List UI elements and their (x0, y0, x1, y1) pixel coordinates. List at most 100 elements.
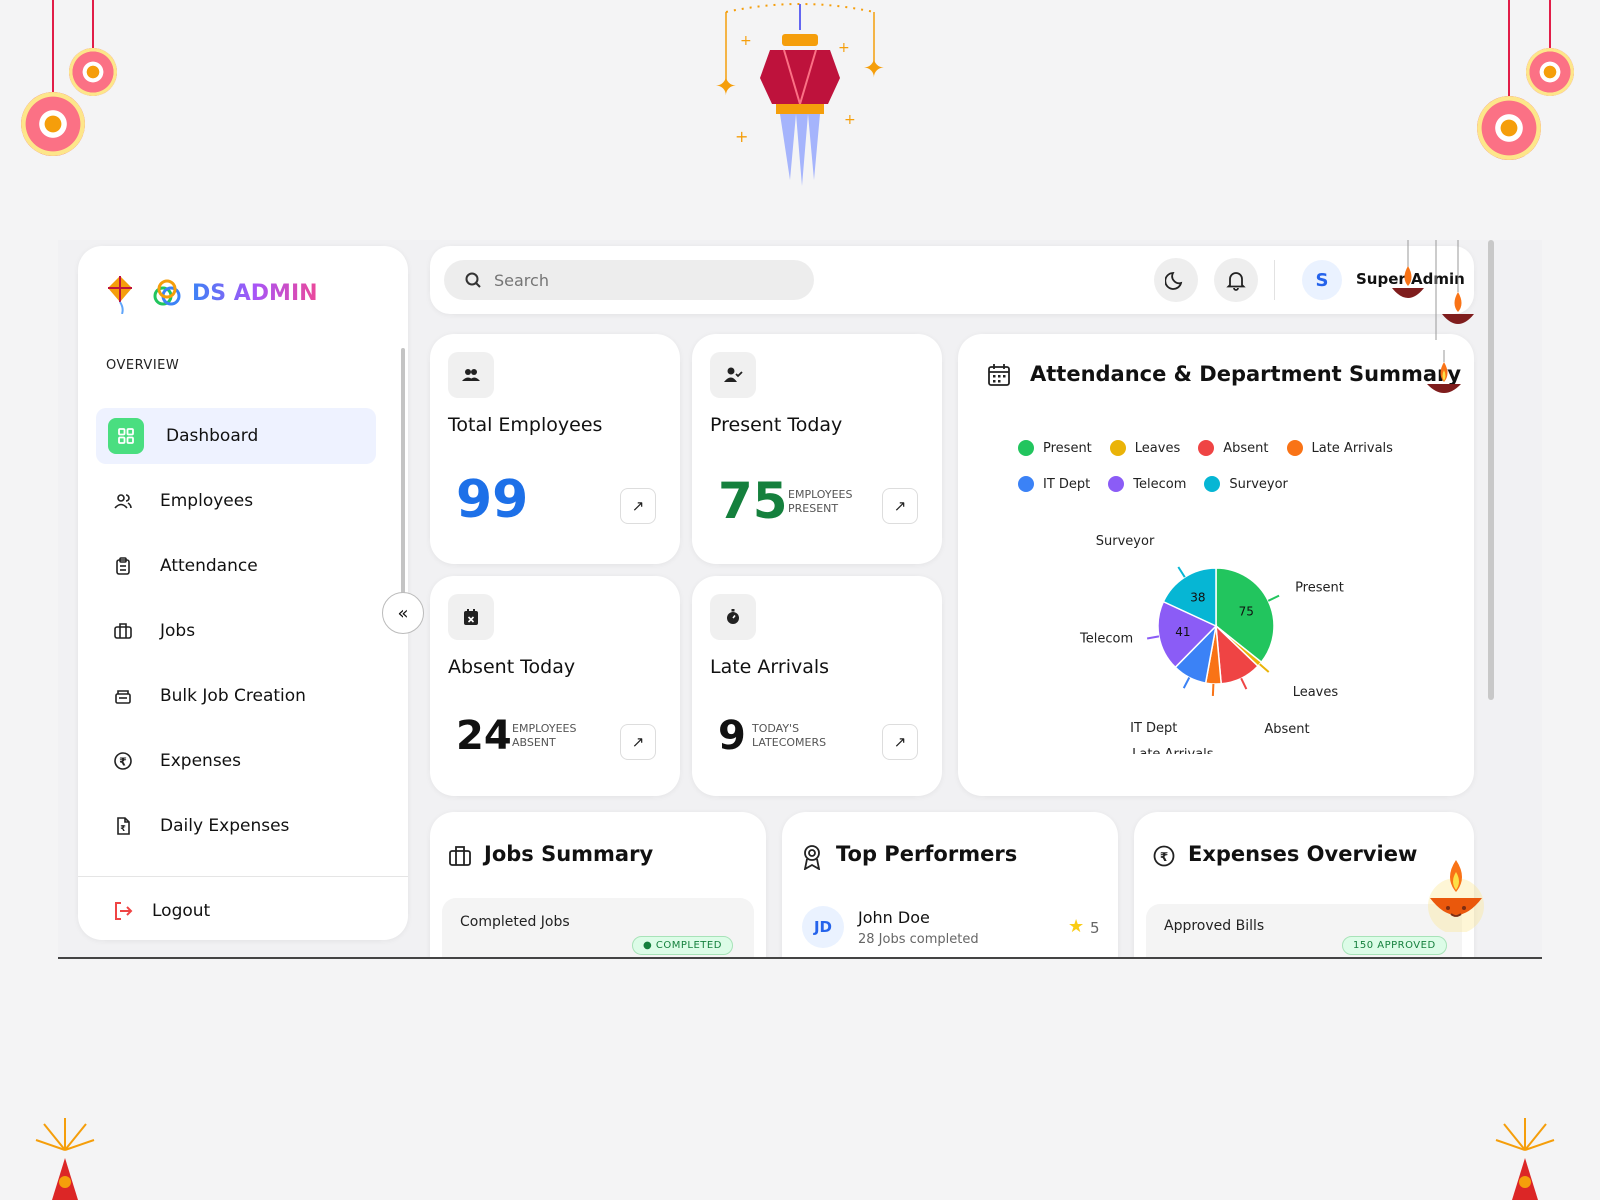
performer-name[interactable]: John Doe (858, 908, 930, 927)
open-present-today-button[interactable]: ↗ (882, 488, 918, 524)
sidebar-item-attendance[interactable]: Attendance (96, 538, 376, 594)
pie-leader-line (1211, 683, 1215, 696)
legend-item[interactable]: Absent (1198, 438, 1269, 458)
svg-text:₹: ₹ (120, 824, 126, 833)
legend-item[interactable]: Surveyor (1204, 474, 1288, 494)
sidebar-scrollbar[interactable] (400, 338, 406, 858)
svg-text:✦: ✦ (863, 54, 885, 84)
stat-value: 75 (718, 472, 788, 530)
collapse-sidebar-button[interactable]: « (382, 592, 424, 634)
sidebar-item-label: Attendance (160, 556, 258, 576)
pie-slice-label: Absent (1264, 722, 1309, 737)
pie-slice-label: Late Arrivals (1132, 747, 1214, 754)
brand[interactable]: DS ADMIN (100, 272, 318, 314)
sidebar: DS ADMIN OVERVIEW Dashboard Employees (78, 246, 408, 940)
sidebar-item-jobs[interactable]: Jobs (96, 603, 376, 659)
brand-name: DS ADMIN (192, 280, 318, 306)
sidebar-item-label: Expenses (160, 751, 241, 771)
stat-subtitle: TODAY'S LATECOMERS (752, 722, 827, 749)
expenses-overview-card: ₹ Expenses Overview Approved Bills 150 A… (1134, 812, 1484, 957)
bell-icon (1226, 272, 1246, 291)
arrow-up-right-icon: ↗ (631, 733, 645, 751)
sidebar-item-employees[interactable]: Employees (96, 473, 376, 529)
top-performers-title: Top Performers (836, 842, 1018, 866)
pie-leader-line (1177, 566, 1186, 578)
legend-swatch (1286, 440, 1303, 456)
pie-leader-line (1240, 677, 1248, 690)
stack-icon (108, 681, 138, 711)
top-bar: S Super Admin (430, 246, 1474, 314)
pie-slice-present[interactable] (1215, 567, 1275, 664)
diya-decoration (1427, 350, 1461, 393)
avatar[interactable]: S (1302, 260, 1342, 300)
calendar-icon (988, 364, 1010, 386)
moon-icon (1165, 272, 1183, 290)
receipt-icon: ₹ (108, 811, 138, 841)
sidebar-item-daily-expenses[interactable]: ₹ Daily Expenses (96, 798, 376, 854)
calendar-x-icon (448, 594, 494, 640)
sidebar-divider (78, 876, 408, 877)
pie-leader-line (1182, 677, 1191, 689)
stat-subtitle: EMPLOYEES ABSENT (512, 722, 577, 749)
status-badge: ● COMPLETED (632, 936, 733, 955)
svg-text:✦: ✦ (715, 72, 737, 102)
user-check-icon (710, 352, 756, 398)
users-icon (108, 486, 138, 516)
legend-label: Telecom (1133, 476, 1187, 492)
lantern-decoration: ✦ ✦ + + + + (715, 3, 885, 186)
open-late-arrivals-button[interactable]: ↗ (882, 724, 918, 760)
pie-leader-line (1259, 663, 1270, 673)
notifications-button[interactable] (1214, 258, 1258, 302)
legend-item[interactable]: Leaves (1109, 438, 1181, 458)
search-bar[interactable] (444, 260, 814, 300)
chevrons-left-icon: « (397, 602, 409, 624)
stat-title: Absent Today (448, 656, 576, 678)
svg-text:+: + (844, 112, 856, 128)
sidebar-scrollbar-thumb[interactable] (401, 348, 405, 598)
open-total-employees-button[interactable]: ↗ (620, 488, 656, 524)
arrow-up-right-icon: ↗ (631, 497, 645, 515)
present-today-card[interactable]: Present Today 75 EMPLOYEES PRESENT ↗ (692, 334, 942, 564)
logout-label: Logout (152, 901, 211, 921)
pie-value-label: 38 (1190, 591, 1205, 605)
search-input[interactable] (494, 270, 794, 290)
svg-text:+: + (740, 33, 752, 49)
approved-bills-row[interactable]: Approved Bills 150 APPROVED (1146, 904, 1462, 957)
legend-swatch (1018, 440, 1034, 456)
attendance-summary-card: Attendance & Department Summary Present L… (958, 334, 1474, 796)
legend-label: Leaves (1134, 440, 1181, 456)
late-arrivals-card[interactable]: Late Arrivals 9 TODAY'S LATECOMERS ↗ (692, 576, 942, 796)
sidebar-item-label: Jobs (160, 621, 196, 641)
top-performers-card: Top Performers JD John Doe 28 Jobs compl… (782, 812, 1118, 957)
main-scrollbar[interactable] (1488, 240, 1494, 700)
open-absent-today-button[interactable]: ↗ (620, 724, 656, 760)
sidebar-item-bulk-job-creation[interactable]: Bulk Job Creation (96, 668, 376, 724)
kite-icon (108, 276, 132, 314)
legend-item[interactable]: Present (1018, 438, 1092, 458)
absent-today-card[interactable]: Absent Today 24 EMPLOYEES ABSENT ↗ (430, 576, 680, 796)
performer-jobs-completed: 28 Jobs completed (858, 932, 979, 947)
total-employees-card[interactable]: Total Employees 99 ↗ (430, 334, 680, 564)
pie-slice-surveyor[interactable] (1162, 567, 1217, 628)
chart-title: Attendance & Department Summary (1030, 362, 1462, 386)
sidebar-item-dashboard[interactable]: Dashboard (96, 408, 376, 464)
theme-toggle-button[interactable] (1154, 258, 1198, 302)
sidebar-item-expenses[interactable]: ₹ Expenses (96, 733, 376, 789)
hanging-flower-right-decoration (1470, 0, 1580, 170)
logout-button[interactable]: Logout (112, 886, 210, 936)
legend-swatch (1018, 476, 1034, 492)
legend-item[interactable]: Late Arrivals (1286, 438, 1393, 458)
main-scrollbar-thumb[interactable] (1488, 240, 1494, 700)
clipboard-icon (108, 551, 138, 581)
legend-swatch (1109, 440, 1126, 456)
pie-slice-label: Present (1295, 581, 1344, 596)
pie-slice-label: Telecom (1079, 631, 1133, 646)
legend-item[interactable]: Telecom (1108, 474, 1186, 494)
star-icon: ★ (1068, 916, 1085, 937)
legend-item[interactable]: IT Dept (1018, 474, 1090, 494)
chart-legend: Present Leaves Absent Late Arrivals IT Dept T… (1018, 438, 1438, 494)
legend-label: IT Dept (1043, 476, 1091, 492)
completed-jobs-label: Completed Jobs (460, 914, 570, 930)
grid-icon (108, 418, 144, 454)
completed-jobs-row[interactable]: Completed Jobs ● COMPLETED (442, 898, 754, 957)
